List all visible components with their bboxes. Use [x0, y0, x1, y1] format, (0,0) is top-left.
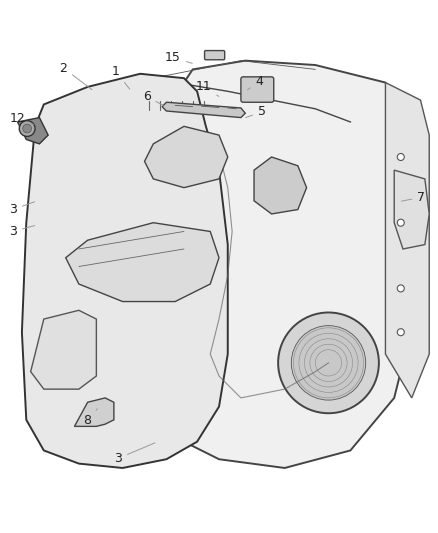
Text: 3: 3	[114, 443, 155, 465]
Circle shape	[278, 312, 379, 413]
Text: 8: 8	[84, 409, 97, 427]
Polygon shape	[394, 170, 429, 249]
Polygon shape	[162, 102, 245, 118]
Polygon shape	[153, 61, 416, 468]
Text: 11: 11	[196, 80, 219, 96]
Text: 4: 4	[247, 75, 263, 90]
Polygon shape	[66, 223, 219, 302]
Text: 3: 3	[9, 202, 35, 216]
Polygon shape	[22, 74, 228, 468]
FancyBboxPatch shape	[241, 77, 274, 102]
Text: 1: 1	[112, 65, 130, 89]
Circle shape	[397, 285, 404, 292]
Circle shape	[291, 326, 366, 400]
Polygon shape	[254, 157, 307, 214]
Polygon shape	[31, 310, 96, 389]
Text: 5: 5	[246, 106, 266, 118]
FancyBboxPatch shape	[205, 51, 225, 60]
Circle shape	[397, 154, 404, 160]
Polygon shape	[18, 118, 48, 144]
Text: 6: 6	[143, 90, 163, 106]
Polygon shape	[385, 83, 429, 398]
Circle shape	[397, 329, 404, 336]
Text: 12: 12	[10, 112, 33, 125]
Circle shape	[23, 124, 32, 133]
Text: 3: 3	[9, 225, 35, 238]
Text: 15: 15	[165, 51, 192, 64]
Polygon shape	[74, 398, 114, 426]
Text: 2: 2	[60, 62, 92, 90]
Polygon shape	[145, 126, 228, 188]
Circle shape	[19, 120, 35, 136]
Circle shape	[397, 219, 404, 226]
Text: 7: 7	[401, 191, 425, 204]
